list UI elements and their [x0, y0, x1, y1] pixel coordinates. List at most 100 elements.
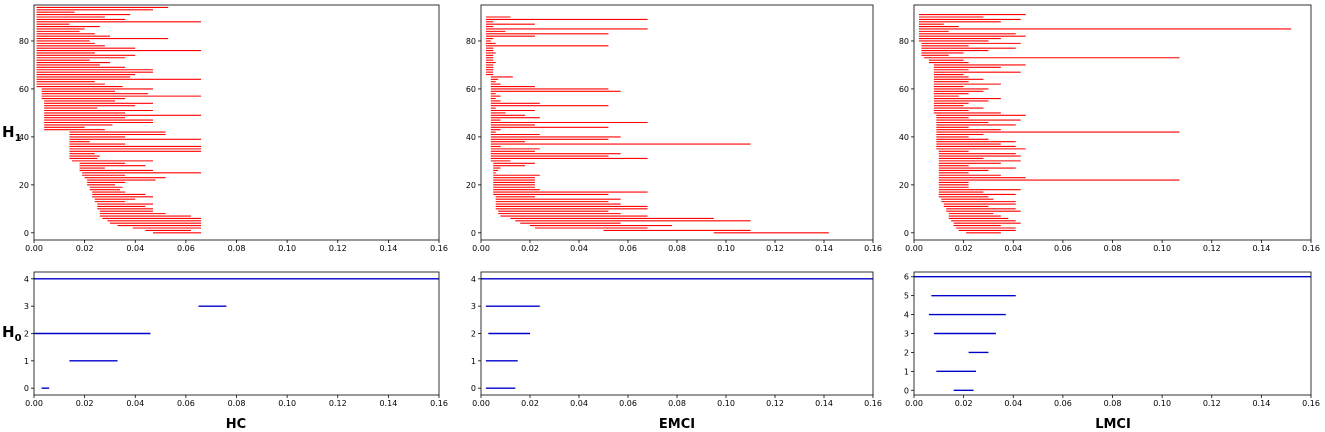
emci-h0-ytick-label: 1 — [471, 357, 476, 366]
emci-h1-xtick-label: 0.10 — [717, 244, 735, 253]
hc-h0-xtick-label: 0.16 — [430, 399, 448, 408]
emci-h1-ytick-label: 60 — [466, 85, 476, 94]
hc-h1-panel: 0.00 0.02 0.04 0.06 0.08 0.10 0.12 0.14 0.16 0 20 4… — [19, 4, 448, 253]
hc-h0-xtick-label: 0.00 — [25, 399, 43, 408]
lmci-h0-panel: 0.00 0.02 0.04 0.06 0.08 0.10 0.12 0.14 0.16 0 1 2 3… — [904, 271, 1320, 408]
emci-h1-ytick-label: 40 — [466, 133, 476, 142]
emci-h0-xtick-label: 0.02 — [521, 399, 539, 408]
lmci-h1-xtick-label: 0.04 — [1004, 244, 1022, 253]
lmci-h1-ytick-label: 0 — [904, 229, 909, 238]
lmci-h0-ytick-label: 4 — [904, 311, 909, 320]
hc-h1-xtick-label: 0.14 — [379, 244, 397, 253]
row-label-h1: H1 — [2, 123, 22, 144]
emci-h0-panel: 0.00 0.02 0.04 0.06 0.08 0.10 0.12 0.14 0.16 0 1 2 3… — [471, 271, 882, 408]
hc-h0-xtick-label: 0.04 — [126, 399, 144, 408]
column-label-emci: EMCI — [659, 417, 695, 432]
hc-h1-xtick-label: 0.08 — [228, 244, 246, 253]
emci-h1-xtick-label: 0.02 — [521, 244, 539, 253]
hc-h1-ytick-label: 0 — [24, 229, 29, 238]
emci-h0-xtick-label: 0.14 — [815, 399, 833, 408]
panels: 0.00 0.02 0.04 0.06 0.08 0.10 0.12 0.14 0.160204… — [19, 4, 1320, 408]
hc-h0-ytick-label: 0 — [24, 384, 29, 393]
lmci-h0-ytick-label: 1 — [904, 367, 909, 376]
emci-h0-xtick-label: 0.04 — [570, 399, 588, 408]
lmci-h1-panel: 0.00 0.02 0.04 0.06 0.08 0.10 0.12 0.14 0.16 0 20 4… — [899, 4, 1320, 253]
lmci-h1-ytick-label: 80 — [899, 37, 909, 46]
hc-h1-xtick-label: 0.04 — [126, 244, 144, 253]
emci-h0-xtick-label: 0.12 — [766, 399, 784, 408]
lmci-h0-xtick-label: 0.06 — [1054, 399, 1072, 408]
hc-h0-ytick-label: 3 — [24, 302, 29, 311]
hc-h1-xtick-label: 0.00 — [25, 244, 43, 253]
lmci-h1-xtick-label: 0.10 — [1153, 244, 1171, 253]
column-label-lmci: LMCI — [1095, 417, 1131, 432]
lmci-h0-ytick-label: 5 — [904, 292, 909, 301]
emci-h1-ytick-label: 20 — [466, 181, 476, 190]
lmci-h1-ytick-label: 40 — [899, 133, 909, 142]
column-label-hc: HC — [226, 417, 246, 432]
emci-h0-ytick-label: 3 — [471, 302, 476, 311]
lmci-h0-xtick-label: 0.00 — [905, 399, 923, 408]
emci-h0-ytick-label: 4 — [471, 275, 476, 284]
emci-h0-xtick-label: 0.16 — [864, 399, 882, 408]
emci-h0-axes-frame — [480, 271, 874, 396]
lmci-h1-xtick-label: 0.06 — [1054, 244, 1072, 253]
hc-h1-ytick-label: 20 — [19, 181, 29, 190]
lmci-h0-ytick-label: 2 — [904, 348, 909, 357]
emci-h1-xtick-label: 0.06 — [619, 244, 637, 253]
hc-h1-ytick-label: 80 — [19, 37, 29, 46]
hc-h0-panel: 0.00 0.02 0.04 0.06 0.08 0.10 0.12 0.14 0.16 0 1 2 3… — [24, 271, 448, 408]
lmci-h0-xtick-label: 0.02 — [955, 399, 973, 408]
lmci-h0-ytick-label: 6 — [904, 273, 909, 282]
lmci-h1-ytick-label: 60 — [899, 85, 909, 94]
emci-h0-xtick-label: 0.00 — [472, 399, 490, 408]
emci-h1-xtick-label: 0.12 — [766, 244, 784, 253]
hc-h1-ytick-label: 60 — [19, 85, 29, 94]
lmci-h0-xtick-label: 0.12 — [1203, 399, 1221, 408]
lmci-h1-ytick-label: 20 — [899, 181, 909, 190]
lmci-h0-xtick-label: 0.08 — [1104, 399, 1122, 408]
lmci-h1-xtick-label: 0.12 — [1203, 244, 1221, 253]
lmci-h0-xtick-label: 0.14 — [1252, 399, 1270, 408]
hc-h0-xtick-label: 0.02 — [76, 399, 94, 408]
hc-h1-xtick-label: 0.16 — [430, 244, 448, 253]
lmci-h1-xtick-label: 0.00 — [905, 244, 923, 253]
lmci-h1-xtick-label: 0.08 — [1104, 244, 1122, 253]
hc-h0-xtick-label: 0.14 — [379, 399, 397, 408]
hc-h1-ytick-label: 40 — [19, 133, 29, 142]
lmci-h1-xtick-label: 0.02 — [955, 244, 973, 253]
hc-h0-ytick-label: 2 — [24, 330, 29, 339]
hc-h0-ytick-label: 4 — [24, 275, 29, 284]
emci-h0-ytick-label: 0 — [471, 384, 476, 393]
hc-h1-xtick-label: 0.02 — [76, 244, 94, 253]
hc-h0-ytick-label: 1 — [24, 357, 29, 366]
emci-h1-xtick-label: 0.16 — [864, 244, 882, 253]
emci-h0-xtick-label: 0.10 — [717, 399, 735, 408]
hc-h0-xtick-label: 0.10 — [278, 399, 296, 408]
emci-h1-xtick-label: 0.14 — [815, 244, 833, 253]
emci-h0-ytick-label: 2 — [471, 330, 476, 339]
hc-h1-xtick-label: 0.12 — [329, 244, 347, 253]
lmci-h1-xtick-label: 0.14 — [1252, 244, 1270, 253]
emci-h0-xtick-label: 0.06 — [619, 399, 637, 408]
hc-h1-xtick-label: 0.10 — [278, 244, 296, 253]
emci-h1-xtick-label: 0.00 — [472, 244, 490, 253]
emci-h1-ytick-label: 0 — [471, 229, 476, 238]
lmci-h0-xtick-label: 0.04 — [1004, 399, 1022, 408]
lmci-h1-xtick-label: 0.16 — [1302, 244, 1320, 253]
lmci-h0-xtick-label: 0.16 — [1302, 399, 1320, 408]
emci-h1-ytick-label: 80 — [466, 37, 476, 46]
hc-h0-xtick-label: 0.06 — [177, 399, 195, 408]
hc-h1-xtick-label: 0.06 — [177, 244, 195, 253]
emci-h1-xtick-label: 0.04 — [570, 244, 588, 253]
hc-h0-xtick-label: 0.12 — [329, 399, 347, 408]
emci-h0-xtick-label: 0.08 — [668, 399, 686, 408]
emci-h1-xtick-label: 0.08 — [668, 244, 686, 253]
emci-h1-panel: 0.00 0.02 0.04 0.06 0.08 0.10 0.12 0.14 0.16 0 20 4… — [466, 4, 882, 253]
row-label-h0: H0 — [2, 323, 22, 344]
lmci-h0-ytick-label: 3 — [904, 330, 909, 339]
hc-h0-xtick-label: 0.08 — [228, 399, 246, 408]
lmci-h0-ytick-label: 0 — [904, 386, 909, 395]
lmci-h0-xtick-label: 0.10 — [1153, 399, 1171, 408]
